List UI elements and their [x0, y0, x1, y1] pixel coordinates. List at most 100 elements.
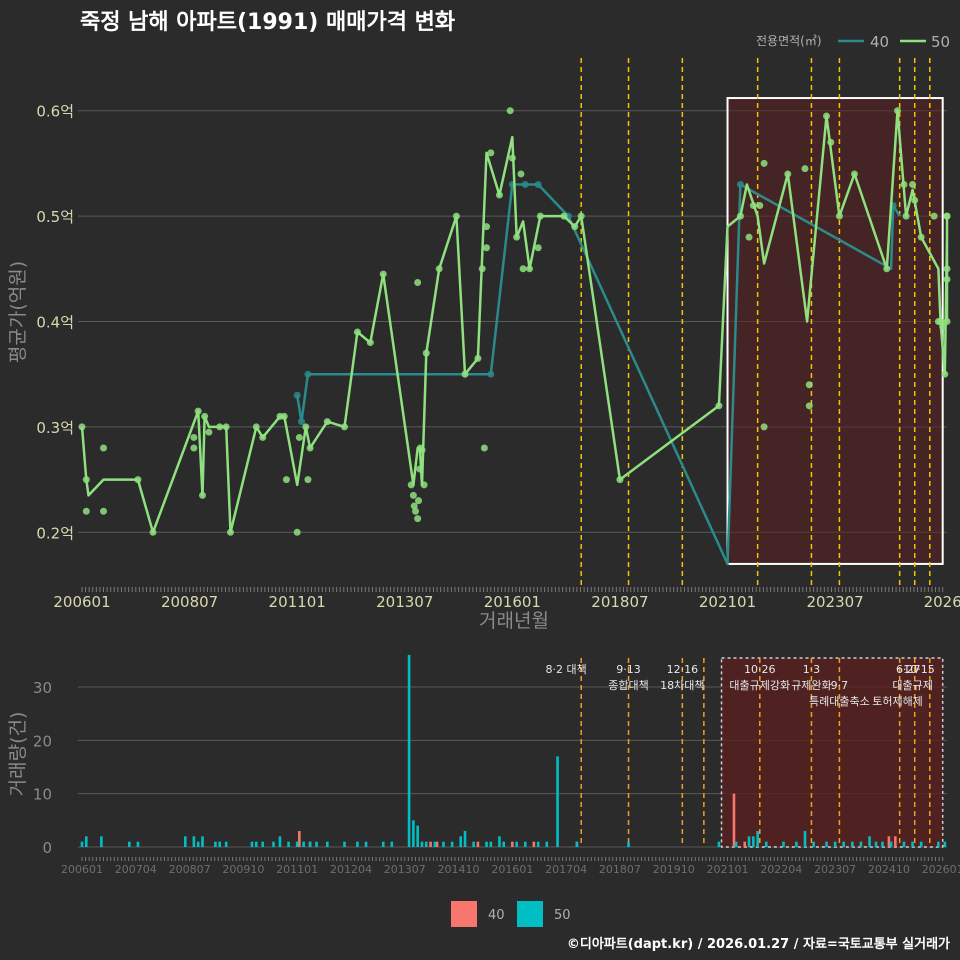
bar-legend: 40 50: [451, 901, 571, 927]
series-point-50: [216, 423, 224, 431]
volume-bar-50: [80, 841, 84, 847]
series-point-50: [495, 191, 503, 199]
series-point-50: [943, 275, 951, 283]
series-point-50: [487, 149, 495, 157]
series-point-50: [82, 476, 90, 484]
series-point-50: [805, 402, 813, 410]
policy-annotation: 토허제해제: [872, 694, 923, 708]
series-point-50: [745, 233, 753, 241]
volume-bar-50: [889, 841, 893, 847]
volume-bar-50: [183, 836, 187, 847]
policy-annotation: 규제완화: [791, 679, 831, 692]
series-point-50: [894, 107, 902, 115]
volume-bar-50: [717, 841, 721, 847]
volume-bar-50: [575, 841, 579, 847]
bar-legend-label-50: 50: [554, 908, 571, 923]
series-point-50: [827, 138, 835, 146]
volume-x-tick-label: 202601: [922, 863, 960, 876]
volume-bar-50: [315, 841, 318, 847]
volume-bar-50: [833, 841, 837, 847]
series-line-40: [295, 183, 901, 566]
price-x-tick-label: 202101: [699, 593, 756, 611]
volume-x-tick-label: 202101: [707, 863, 749, 876]
policy-annotation: 특례대출축소: [809, 695, 870, 708]
volume-bar-50: [442, 841, 445, 847]
series-point-50: [226, 528, 234, 536]
volume-bar-50: [302, 841, 305, 847]
series-point-50: [190, 433, 198, 441]
series-point-50: [366, 339, 374, 347]
series-line-50: [80, 109, 949, 534]
series-point-50: [756, 202, 764, 210]
volume-y-ticks: 0 10 20 30: [33, 679, 52, 857]
legend-title: 전용면적(㎡): [756, 34, 822, 48]
series-point-50: [513, 233, 521, 241]
volume-x-ticks: 200601 200704 200807 200910 201101 201204 2013…: [61, 863, 960, 876]
series-point-50: [435, 265, 443, 273]
series-point-40: [487, 370, 495, 378]
volume-panel: 8·2 대책 9·13 종합대책 12·16 18차대책 10·26 대출규제강화 1·3 규제…: [7, 655, 960, 876]
volume-bar-50: [261, 841, 265, 847]
series-point-50: [937, 318, 945, 325]
volume-bar-50: [100, 836, 103, 847]
volume-x-tick-label: 201601: [491, 863, 533, 876]
volume-bar-50: [874, 841, 878, 847]
volume-bar-50: [919, 841, 923, 847]
price-panel: 0.2억0.3억0.4억0.5억0.6억 200601 200807 201101 2…: [7, 58, 960, 632]
line-legend: 전용면적(㎡) 40 50: [756, 33, 950, 51]
series-point-50: [483, 223, 491, 231]
policy-annotation: 종합대책: [608, 679, 648, 692]
series-point-50: [835, 212, 843, 220]
volume-bar-40: [887, 836, 891, 847]
series-point-50: [536, 212, 544, 220]
series-point-50: [78, 423, 86, 431]
series-point-50: [517, 170, 525, 178]
volume-bar-50: [192, 836, 196, 847]
series-point-50: [483, 244, 491, 252]
series-point-50: [304, 476, 312, 484]
volume-bar-50: [424, 841, 428, 847]
volume-bar-50: [381, 841, 385, 847]
policy-annotation: 8·2 대책: [546, 663, 587, 676]
volume-bar-50: [851, 841, 854, 847]
policy-annotation: 9·13: [616, 663, 641, 676]
volume-x-tick-label: 201910: [653, 863, 695, 876]
series-point-50: [943, 265, 951, 273]
series-point-50: [416, 465, 424, 473]
series-point-50: [911, 196, 919, 204]
legend-swatch-40-icon: [451, 901, 477, 927]
series-point-50: [801, 165, 809, 173]
volume-bar-40: [732, 793, 736, 847]
price-y-tick-label: 0.5억: [36, 208, 74, 226]
volume-x-tick-label: 202307: [814, 863, 856, 876]
series-point-50: [259, 433, 267, 441]
volume-bar-50: [556, 756, 559, 847]
volume-bar-50: [536, 841, 540, 847]
volume-bar-40: [476, 841, 480, 847]
series-point-50: [194, 407, 202, 415]
volume-x-tick-label: 201410: [438, 863, 480, 876]
volume-bar-50: [343, 841, 346, 847]
volume-bar-50: [459, 836, 463, 847]
price-x-tick-label: 200807: [161, 593, 218, 611]
series-point-50: [198, 491, 206, 499]
series-point-50: [252, 423, 260, 431]
series-point-50: [805, 381, 813, 389]
series-point-40: [736, 180, 744, 188]
volume-bar-50: [764, 841, 768, 847]
series-point-50: [480, 444, 488, 452]
volume-bar-50: [364, 841, 368, 847]
volume-bar-50: [420, 841, 424, 847]
series-point-50: [410, 502, 418, 510]
price-series: [78, 107, 951, 566]
series-point-50: [205, 428, 213, 436]
volume-bar-50: [250, 841, 254, 847]
series-point-50: [519, 265, 527, 273]
series-point-50: [900, 180, 908, 188]
price-x-tick-label: 200601: [53, 593, 110, 611]
series-point-50: [850, 170, 858, 178]
volume-bar-50: [825, 841, 828, 847]
series-point-50: [749, 202, 757, 210]
volume-bar-50: [128, 841, 131, 847]
volume-bar-50: [214, 841, 217, 847]
